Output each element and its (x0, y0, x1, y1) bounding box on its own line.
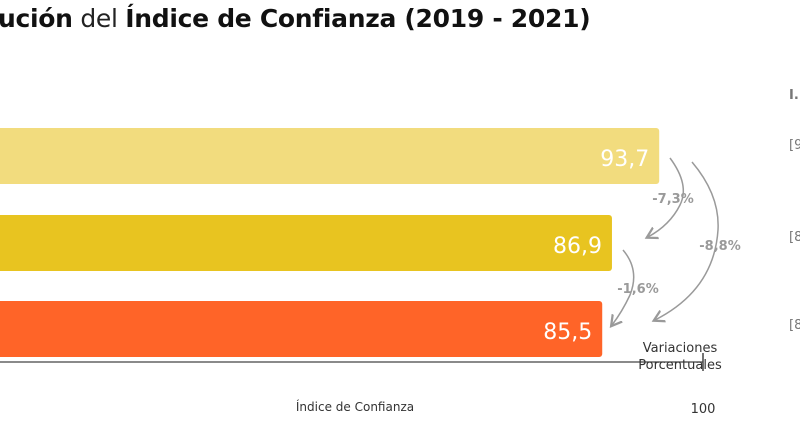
title-part: Índice de Confianza (2019 - 2021) (125, 4, 591, 33)
variation-label: -8,8% (699, 239, 740, 254)
side-item: [9 (789, 138, 800, 153)
bar-value-label: 85,5 (543, 320, 592, 345)
bar-value-label: 86,9 (553, 234, 602, 259)
side-header: I. (789, 88, 799, 103)
arrow-variation (655, 161, 719, 320)
side-item: [8 (789, 318, 800, 333)
title-part: del (72, 4, 126, 33)
bar (0, 301, 603, 357)
chart-title: ución del Índice de Confianza (2019 - 20… (0, 4, 591, 33)
bar (0, 215, 612, 271)
arrow-variation (648, 157, 685, 237)
arrow-variation (612, 249, 635, 325)
title-part: ución (0, 4, 73, 33)
bar (0, 128, 660, 184)
variation-label: -1,6% (617, 282, 658, 297)
x-axis-label: Índice de Confianza (296, 399, 414, 414)
side-item: [8 (789, 230, 800, 245)
variations-title: Porcentuales (638, 358, 722, 373)
variations-title: Variaciones (643, 341, 718, 356)
variation-label: -7,3% (652, 192, 693, 207)
bar-value-label: 93,7 (600, 147, 649, 172)
x-tick-label: 100 (691, 402, 716, 417)
